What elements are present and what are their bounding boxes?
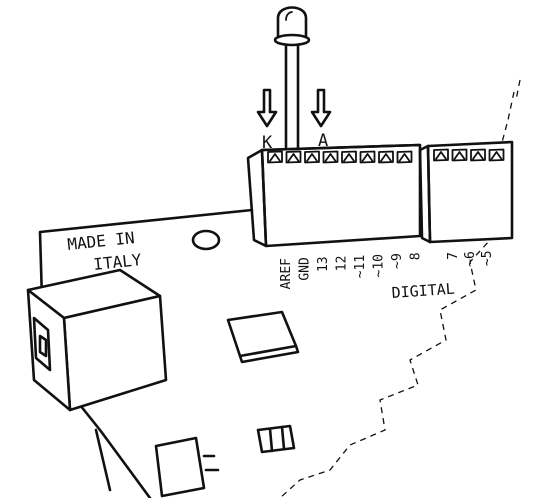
pin-label: 7 xyxy=(446,252,461,260)
header-socket xyxy=(285,150,302,164)
header-socket xyxy=(322,150,339,164)
header-socket xyxy=(396,150,413,164)
mounting-hole xyxy=(191,229,221,251)
anode-arrow-icon xyxy=(310,88,332,128)
pin-label: ~10 xyxy=(372,254,387,277)
voltage-regulator xyxy=(154,436,220,498)
pin-label: 13 xyxy=(316,256,331,272)
ic-chip xyxy=(226,310,298,358)
header-socket xyxy=(378,150,394,164)
small-component xyxy=(256,424,296,454)
digital-header-8-13 xyxy=(246,143,422,248)
header2-pin-labels: 7 ~6 ~5 xyxy=(446,250,495,266)
cathode-label: K xyxy=(262,133,273,153)
pin-label: 12 xyxy=(335,256,350,272)
digital-label: DIGITAL xyxy=(391,280,455,302)
pin-label: GND xyxy=(298,257,313,281)
made-in-label: MADE IN xyxy=(66,228,135,254)
header-socket xyxy=(359,150,376,164)
pin-label: ~9 xyxy=(390,253,405,269)
header2-socket xyxy=(433,148,449,162)
pin-label: ~11 xyxy=(353,255,368,278)
pin-label: ~5 xyxy=(480,250,495,266)
header-socket xyxy=(341,150,357,164)
header2-socket xyxy=(488,148,505,162)
led xyxy=(273,6,311,150)
header2-socket xyxy=(451,148,468,162)
pin-label: AREF xyxy=(279,258,294,289)
cathode-arrow-icon xyxy=(256,88,278,128)
header-pin-labels: AREF GND 13 12 ~11 ~10 ~9 8 xyxy=(279,252,424,289)
pin-label: ~6 xyxy=(463,251,478,267)
header-socket xyxy=(304,150,320,164)
header2-socket xyxy=(470,148,486,162)
header-socket xyxy=(267,150,283,164)
digital-header-0-7 xyxy=(418,140,514,244)
usb-connector xyxy=(26,268,168,492)
anode-label: A xyxy=(318,131,328,151)
italy-label: ITALY xyxy=(92,250,142,274)
pin-label: 8 xyxy=(409,252,424,260)
